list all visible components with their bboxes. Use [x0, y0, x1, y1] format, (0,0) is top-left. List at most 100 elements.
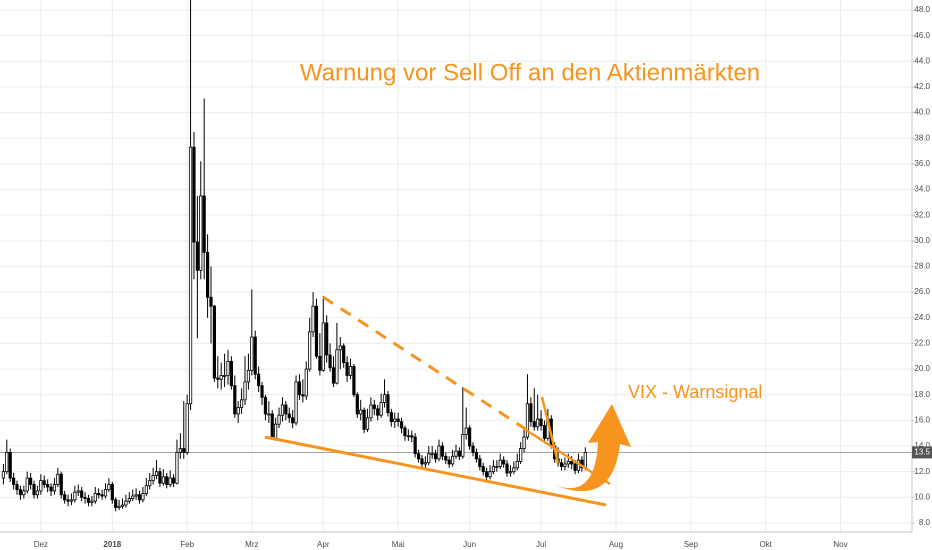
- x-tick-label: Sep: [684, 540, 699, 549]
- y-tick-label: 26.0: [914, 287, 930, 296]
- candle-body: [90, 500, 94, 503]
- candle-body: [536, 418, 540, 428]
- candle-body: [563, 463, 567, 467]
- x-tick-label: Jun: [463, 540, 476, 549]
- y-tick-label: 34.0: [914, 185, 930, 194]
- candle-body: [158, 471, 162, 484]
- candle-body: [525, 403, 530, 438]
- candle-body: [386, 394, 390, 414]
- candle-body: [219, 375, 223, 380]
- candle-body: [56, 473, 60, 485]
- candle-body: [389, 412, 393, 423]
- candle-body: [59, 473, 63, 496]
- candle-body: [291, 417, 295, 424]
- candle-body: [274, 423, 278, 439]
- candle-body: [427, 453, 431, 464]
- candle-body: [103, 489, 108, 497]
- candle-body: [498, 459, 502, 467]
- candle-body: [478, 458, 482, 467]
- candle-body: [348, 366, 353, 376]
- annotation-shapes: [264, 295, 631, 507]
- candle-body: [134, 494, 138, 497]
- candle-body: [22, 490, 26, 496]
- x-tick-label: Mai: [392, 540, 405, 549]
- y-tick-label: 48.0: [914, 5, 930, 14]
- candle-body: [399, 421, 404, 429]
- candle-body: [464, 427, 468, 435]
- candle-body: [137, 494, 142, 501]
- candle-body: [505, 463, 509, 474]
- candle-body: [141, 493, 145, 501]
- candle-body: [205, 251, 210, 298]
- x-tick-label: Jul: [536, 540, 546, 549]
- candle-body: [297, 381, 302, 396]
- candle-body: [93, 493, 97, 502]
- candle-body: [519, 448, 523, 462]
- y-tick-label: 38.0: [914, 133, 930, 142]
- candle-body: [457, 450, 461, 457]
- candle-body: [393, 418, 397, 423]
- y-tick-label: 42.0: [914, 82, 930, 91]
- candle-body: [216, 377, 220, 380]
- chart-title: Warnung vor Sell Off an den Aktienmärkte…: [300, 59, 760, 86]
- candle-body: [376, 408, 380, 416]
- candle-body: [566, 460, 570, 465]
- candle-body: [451, 455, 455, 465]
- candle-body: [80, 490, 84, 498]
- x-tick-label: Apr: [317, 540, 330, 549]
- x-tick-label: Mrz: [245, 540, 258, 549]
- candle-body: [365, 417, 370, 430]
- x-tick-label: 2018: [103, 540, 121, 549]
- candle-body: [502, 459, 506, 465]
- candle-body: [277, 414, 281, 425]
- y-tick-label: 36.0: [914, 159, 930, 168]
- y-tick-label: 22.0: [914, 339, 930, 348]
- candle-body: [253, 336, 257, 375]
- candle-body: [257, 373, 261, 387]
- candle-body: [29, 477, 33, 485]
- candle-body: [1, 471, 5, 479]
- candle-body: [165, 476, 169, 485]
- candle-body: [485, 471, 489, 478]
- support-line: [264, 435, 607, 507]
- y-tick-label: 10.0: [914, 492, 930, 501]
- candle-body: [403, 427, 407, 437]
- candle-body: [352, 366, 356, 396]
- candle-body: [583, 452, 587, 469]
- candle-body: [18, 489, 23, 496]
- last-price-label: 13.5: [914, 448, 930, 457]
- candle-body: [86, 498, 91, 503]
- candle-body: [185, 403, 189, 453]
- candle-body: [35, 490, 40, 496]
- y-tick-label: 16.0: [914, 415, 930, 424]
- y-tick-label: 12.0: [914, 467, 930, 476]
- candle-body: [32, 484, 36, 496]
- grid: [0, 0, 912, 532]
- candle-body: [246, 369, 251, 383]
- candle-body: [430, 453, 434, 456]
- candle-body: [168, 477, 172, 485]
- candle-body: [515, 460, 519, 469]
- candle-body: [250, 336, 254, 371]
- candle-body: [267, 413, 271, 416]
- candle-body: [570, 460, 574, 465]
- x-tick-label: Nov: [833, 540, 847, 549]
- y-tick-label: 18.0: [914, 390, 930, 399]
- candle-body: [280, 404, 285, 416]
- candle-body: [100, 494, 104, 497]
- candle-body: [508, 471, 513, 474]
- candle-body: [15, 484, 19, 491]
- candle-body: [461, 434, 465, 457]
- candle-body: [338, 345, 342, 351]
- candle-body: [212, 305, 216, 379]
- candle-body: [488, 471, 492, 478]
- candle-body: [359, 409, 363, 415]
- candle-body: [154, 471, 159, 476]
- annotation: VIX - Warnsignal: [628, 382, 762, 402]
- candle-body: [471, 445, 475, 453]
- y-tick-label: 30.0: [914, 236, 930, 245]
- candle-body: [335, 349, 339, 384]
- candle-body: [294, 381, 298, 424]
- last-price-box: [912, 446, 932, 459]
